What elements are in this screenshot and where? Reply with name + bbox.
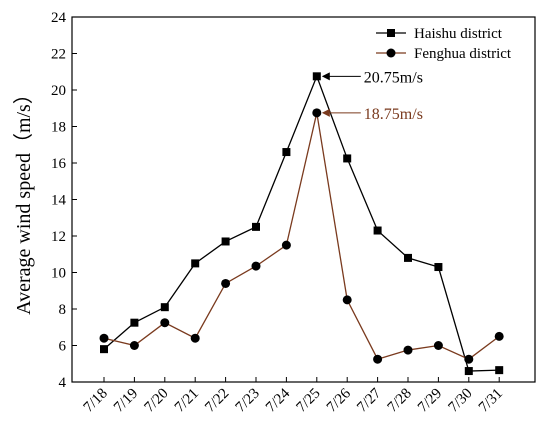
data-point [190, 333, 200, 343]
x-tick-label: 7/30 [445, 386, 475, 416]
y-tick-label: 22 [51, 47, 66, 63]
x-tick-labels: 7/18 7/19 7/20 7/21 7/22 7/23 7/24 7/25 7/26 7/27… [81, 385, 506, 416]
data-point [129, 341, 139, 350]
x-tick-label: 7/22 [202, 386, 232, 416]
series-layer [99, 72, 504, 376]
x-tick-label: 7/19 [111, 386, 141, 416]
x-tick-label: 7/31 [476, 386, 506, 416]
data-point [130, 318, 139, 327]
x-tick-label: 7/29 [415, 386, 445, 416]
x-tick-label: 7/20 [141, 386, 171, 416]
annotation-label: 18.75m/s [364, 106, 423, 123]
legend-marker [386, 48, 396, 58]
y-axis-label: Average wind speed（m/s） [12, 84, 35, 315]
data-point [221, 278, 231, 288]
axes [71, 16, 536, 383]
data-point [404, 253, 412, 262]
data-point [434, 263, 443, 272]
data-point [251, 261, 261, 271]
data-point [342, 295, 352, 305]
x-tick-label: 7/28 [385, 386, 415, 416]
y-tick-label: 18 [51, 120, 66, 136]
legend: Haishu district Fenghua district [376, 26, 512, 62]
x-tick-label: 7/23 [233, 386, 263, 416]
y-tick-label: 14 [51, 193, 67, 209]
data-point [281, 240, 291, 250]
y-tick-label: 16 [51, 156, 67, 172]
data-point [100, 345, 108, 354]
series-line [103, 112, 500, 360]
data-point [373, 226, 382, 235]
data-point [403, 345, 413, 355]
y-tick-label: 10 [51, 266, 66, 282]
data-point [312, 108, 322, 118]
y-tick-label: 6 [59, 339, 67, 355]
data-point [191, 259, 200, 268]
data-point [282, 148, 291, 157]
data-point [495, 366, 504, 375]
x-tick-label: 7/24 [263, 385, 294, 416]
data-point [464, 354, 474, 364]
y-tick-label: 12 [51, 229, 66, 245]
y-tick-label: 20 [51, 83, 66, 99]
x-tick-label: 7/26 [324, 385, 355, 416]
data-point [312, 72, 321, 81]
data-point [221, 237, 230, 246]
x-tick-label: 7/21 [172, 386, 202, 416]
x-tick-label: 7/18 [81, 386, 111, 416]
legend-label: Fenghua district [414, 46, 512, 62]
legend-marker [387, 29, 395, 37]
data-point [99, 333, 109, 343]
data-point [160, 318, 170, 328]
data-point [433, 341, 443, 350]
y-tick-label: 4 [59, 375, 67, 391]
data-point [494, 331, 504, 341]
y-tick-labels: 4 6 8 10 12 14 16 18 20 22 24 [51, 10, 67, 391]
y-tick-label: 24 [51, 10, 67, 26]
series-2 [99, 108, 504, 364]
data-point [343, 154, 352, 163]
series-1 [100, 72, 504, 376]
annotations: 20.75m/s 18.75m/s [321, 69, 423, 123]
data-point [252, 222, 260, 231]
data-point [464, 367, 473, 376]
legend-label: Haishu district [414, 26, 503, 42]
y-tick-label: 8 [59, 302, 67, 318]
data-point [160, 303, 169, 312]
series-line [103, 74, 500, 372]
data-point [373, 354, 383, 364]
x-tick-label: 7/27 [354, 385, 385, 416]
plot-frame [71, 16, 536, 383]
annotation-label: 20.75m/s [364, 69, 423, 86]
x-tick-label: 7/25 [293, 386, 323, 416]
